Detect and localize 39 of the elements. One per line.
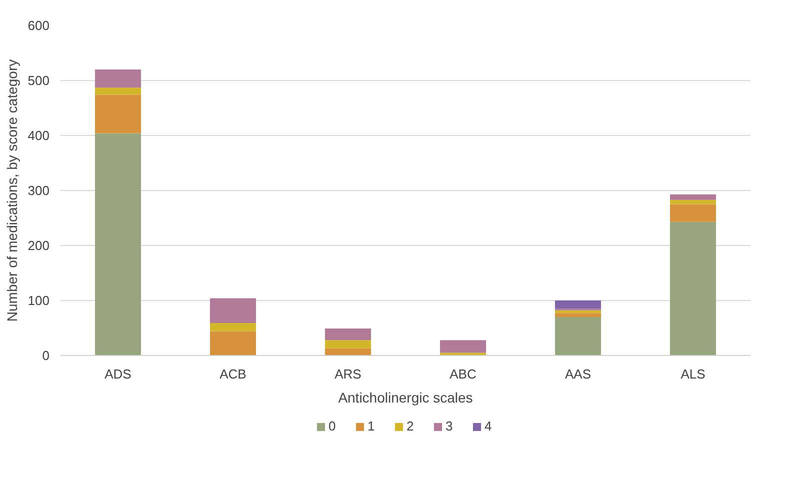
bar <box>670 204 716 222</box>
bar <box>95 70 141 88</box>
legend-label: 0 <box>328 418 337 434</box>
y-tick-label: 600 <box>28 18 50 33</box>
bar <box>95 133 141 356</box>
bar <box>325 340 371 348</box>
bar <box>670 200 716 204</box>
y-tick-label: 0 <box>42 348 50 363</box>
bar <box>555 300 601 309</box>
bar <box>440 340 486 353</box>
bar <box>210 298 256 324</box>
bar <box>670 222 716 356</box>
x-tick-label: ACB <box>220 366 246 382</box>
bar <box>555 313 601 317</box>
y-tick-label: 500 <box>28 73 50 88</box>
x-tick-label: ADS <box>104 366 132 382</box>
y-tick-label: 300 <box>28 183 50 198</box>
x-tick-label: AAS <box>564 366 592 382</box>
y-axis-title: Number of medications, by score category <box>4 59 20 322</box>
legend-label: 3 <box>446 418 454 434</box>
legend-label: 4 <box>484 418 493 434</box>
x-axis-title: Anticholinergic scales <box>338 390 473 406</box>
y-tick-label: 100 <box>28 293 50 308</box>
bar <box>670 194 716 200</box>
legend-label: 1 <box>368 418 376 434</box>
bar <box>210 331 256 356</box>
bar <box>95 94 141 134</box>
y-tick-label: 400 <box>28 128 50 143</box>
bar <box>325 348 371 356</box>
bar <box>95 88 141 95</box>
bar <box>555 317 601 356</box>
bar <box>210 323 256 332</box>
x-tick-label: ALS <box>680 366 706 382</box>
x-tick-label: ARS <box>334 366 362 382</box>
bar <box>555 310 601 314</box>
legend-label: 2 <box>406 418 415 434</box>
bar <box>325 328 371 340</box>
y-tick-label: 200 <box>28 238 50 253</box>
x-tick-label: ABC <box>450 366 476 382</box>
